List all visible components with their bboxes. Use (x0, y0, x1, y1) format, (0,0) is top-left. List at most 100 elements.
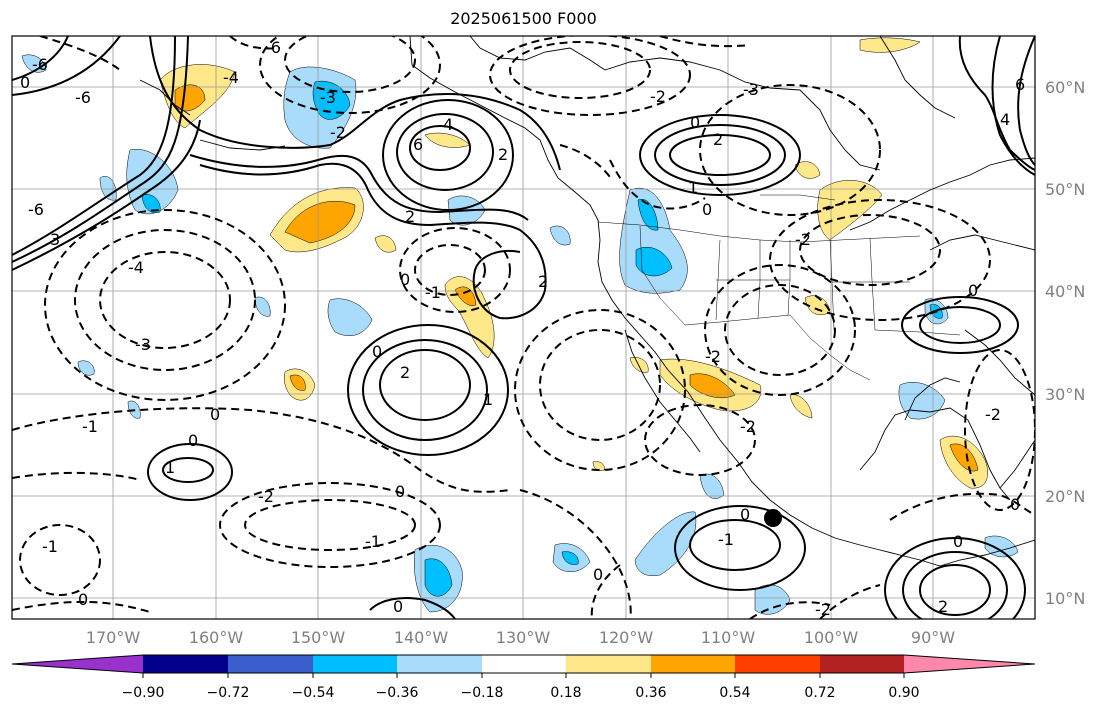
contour-label: -1 (425, 283, 441, 302)
contour-label: -1 (82, 417, 98, 436)
contour-label: 2 (498, 145, 508, 164)
contour-label: -2 (815, 600, 831, 619)
contour-label: -6 (28, 200, 44, 219)
contour-label: 0 (740, 505, 750, 524)
contour-label: -3 (135, 335, 151, 354)
contour-label: 2 (713, 130, 723, 149)
lat-label: 50°N (1045, 180, 1085, 199)
contour-label: -4 (128, 258, 144, 277)
contour-label: 0 (395, 482, 405, 501)
lon-label: 90°W (911, 628, 955, 647)
negative-anomaly-region (898, 382, 946, 420)
contour-label: 0 (690, 113, 700, 132)
contour-label: 6 (413, 135, 423, 154)
negative-anomaly-region (77, 360, 95, 376)
colorbar-tick-label: −0.54 (292, 685, 335, 701)
positive-anomaly-region (374, 235, 397, 253)
colorbar-segment (566, 655, 651, 673)
colorbar-extend-high (904, 655, 1035, 673)
contour-label: 3 (50, 230, 60, 249)
contour-label: 0 (188, 431, 198, 450)
positive-anomaly-region (444, 276, 495, 359)
colorbar-segment (735, 655, 820, 673)
lon-label: 160°W (189, 628, 244, 647)
contour-label: -2 (258, 487, 274, 506)
negative-anomaly-core (635, 246, 673, 277)
positive-anomaly-region (859, 37, 921, 53)
contour-label: -6 (265, 38, 281, 57)
colorbar-segment (228, 655, 313, 673)
positive-anomaly-region (817, 180, 883, 241)
positive-anomaly-region (804, 295, 831, 315)
contour-label: 0 (1010, 495, 1020, 514)
negative-anomaly-region (634, 511, 697, 576)
lat-label: 30°N (1045, 385, 1085, 404)
colorbar-segment (482, 655, 566, 673)
positive-anomaly-core (689, 373, 736, 399)
contour-label: 0 (372, 342, 382, 361)
negative-anomaly-core (312, 80, 351, 120)
negative-anomaly-region (984, 535, 1019, 558)
colorbar-segment (820, 655, 904, 673)
longitude-labels: 170°W 160°W 150°W 140°W 130°W 120°W 110°… (86, 628, 955, 647)
contour-label: -2 (650, 87, 666, 106)
marker-dot (764, 509, 782, 527)
colorbar-extend-low (12, 655, 143, 673)
contour-label: -6 (32, 55, 48, 74)
lon-label: 140°W (394, 628, 449, 647)
lat-label: 10°N (1045, 589, 1085, 608)
contour-label: 2 (405, 207, 415, 226)
positive-anomaly-core (284, 201, 356, 244)
contour-label: 0 (593, 565, 603, 584)
colorbar-tick-label: −0.18 (461, 685, 504, 701)
contour-label: 0 (78, 590, 88, 609)
lat-label: 40°N (1045, 282, 1085, 301)
contour-label: 1 (688, 178, 698, 197)
contour-label: -2 (740, 417, 756, 436)
contour-label: 2 (538, 272, 548, 291)
contour-label: -1 (42, 537, 58, 556)
contour-label: 0 (968, 281, 978, 300)
colorbar-tick-label: 0.72 (804, 685, 835, 701)
contour-label: 0 (702, 200, 712, 219)
latitude-labels: 60°N 50°N 40°N 30°N 20°N 10°N (1045, 78, 1085, 608)
political-borders (597, 194, 961, 381)
negative-anomaly-region (619, 188, 688, 294)
contour-labels: -6 -6 -4 -4 -3 -3 -3 -6 3 4 6 2 2 2 0 1 … (20, 38, 1025, 619)
contour-label: 4 (1000, 110, 1010, 129)
lat-label: 20°N (1045, 487, 1085, 506)
negative-anomaly-region (754, 584, 791, 615)
negative-anomaly-region (327, 298, 373, 336)
contour-label: -2 (705, 347, 721, 366)
negative-contours (12, 36, 1035, 619)
lon-label: 150°W (291, 628, 346, 647)
contour-label: -2 (985, 405, 1001, 424)
contour-label: 0 (953, 532, 963, 551)
colorbar-tick-labels: −0.90 −0.72 −0.54 −0.36 −0.18 0.18 0.36 … (122, 685, 920, 701)
contour-label: -2 (795, 230, 811, 249)
lon-label: 100°W (804, 628, 859, 647)
colorbar-ticks (142, 673, 905, 678)
shaded-anomaly-regions (21, 37, 1019, 615)
colorbar-segment (143, 655, 228, 673)
contour-label: -6 (75, 88, 91, 107)
lat-label: 60°N (1045, 78, 1085, 97)
contour-label: -1 (365, 532, 381, 551)
positive-anomaly-region (789, 394, 813, 419)
negative-anomaly-core (424, 558, 453, 597)
colorbar-segment (397, 655, 482, 673)
colorbar-tick-label: 0.36 (635, 685, 666, 701)
lon-label: 130°W (496, 628, 551, 647)
colorbar (11, 654, 1036, 674)
colorbar-segment (313, 655, 397, 673)
negative-anomaly-core (141, 194, 161, 213)
contour-label: 4 (443, 115, 453, 134)
contour-label: -3 (743, 80, 759, 99)
map-title: 2025061500 F000 (450, 9, 597, 28)
positive-anomaly-core (454, 286, 477, 306)
graticule (12, 36, 1035, 619)
colorbar-tick-label: −0.90 (122, 685, 165, 701)
negative-anomaly-core (637, 198, 659, 231)
contour-label: 0 (210, 405, 220, 424)
